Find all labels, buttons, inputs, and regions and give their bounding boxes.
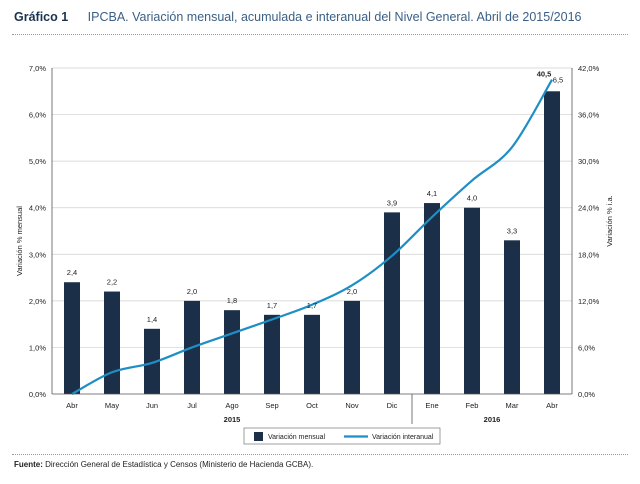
- y-tick-label: 5,0%: [29, 157, 46, 166]
- bar: [304, 314, 320, 394]
- line-end-label: 40,5: [537, 70, 552, 79]
- y2-tick-label: 0,0%: [578, 390, 595, 399]
- x-tick-label: Abr: [66, 401, 78, 410]
- bar: [464, 207, 480, 394]
- bar-value-label: 2,0: [347, 287, 357, 296]
- y-tick-label: 6,0%: [29, 111, 46, 120]
- y2-axis-title: Variación % i.a.: [605, 195, 614, 247]
- y2-tick-label: 6,0%: [578, 343, 595, 352]
- y-axis-title: Variación % mensual: [15, 206, 24, 276]
- y2-tick-label: 12,0%: [578, 297, 600, 306]
- year-group-label: 2016: [484, 415, 501, 424]
- chart-header: Gráfico 1 IPCBA. Variación mensual, acum…: [14, 10, 581, 24]
- y-tick-label: 1,0%: [29, 343, 46, 352]
- legend-label: Variación interanual: [372, 434, 434, 441]
- bar-value-label: 1,7: [307, 301, 317, 310]
- line-series: [71, 79, 553, 395]
- chart-title: IPCBA. Variación mensual, acumulada e in…: [87, 10, 582, 24]
- bar: [264, 314, 280, 394]
- legend: Variación mensual Variación interanual: [243, 427, 441, 445]
- x-tick-label: Mar: [506, 401, 519, 410]
- interannual-line: [71, 79, 553, 395]
- bar-value-label: 1,7: [267, 301, 277, 310]
- bar: [224, 310, 240, 394]
- bar: [144, 328, 160, 394]
- source-label: Fuente:: [14, 460, 43, 469]
- x-tick-label: Feb: [466, 401, 479, 410]
- y2-tick-label: 24,0%: [578, 204, 600, 213]
- bar-value-label: 3,3: [507, 226, 517, 235]
- bar: [504, 240, 520, 394]
- bar-value-label: 4,1: [427, 189, 437, 198]
- y2-tick-label: 30,0%: [578, 157, 600, 166]
- bar: [544, 91, 560, 395]
- bar-value-label: 4,0: [467, 194, 477, 203]
- bar-value-label: 1,4: [147, 315, 157, 324]
- y-tick-label: 7,0%: [29, 64, 46, 73]
- source-note: Fuente: Dirección General de Estadística…: [14, 460, 313, 469]
- x-tick-label: May: [105, 401, 119, 410]
- bar-value-label: 2,0: [187, 287, 197, 296]
- y2-tick-label: 42,0%: [578, 64, 600, 73]
- bar: [104, 291, 120, 394]
- y2-tick-label: 36,0%: [578, 111, 600, 120]
- y-tick-label: 4,0%: [29, 204, 46, 213]
- figure-number: Gráfico 1: [14, 10, 69, 24]
- x-tick-label: Sep: [265, 401, 278, 410]
- bar-value-label: 2,4: [67, 268, 77, 277]
- x-tick-label: Jul: [187, 401, 197, 410]
- bar-value-label: 1,8: [227, 296, 237, 305]
- chart-canvas: 0,0% 1,0% 2,0% 3,0% 4,0% 5,0% 6,0% 7,0% 0,0% 6,0%…: [15, 64, 614, 445]
- legend-box: [243, 427, 441, 445]
- source-text: Dirección General de Estadística y Censo…: [45, 460, 314, 469]
- bar-value-label: 6,5: [553, 75, 563, 84]
- bottom-divider: [12, 454, 628, 455]
- data-labels: 2,4 2,2 1,4 2,0 1,8 1,7 1,7 2,0 3,9 4,1 4,0 3,3 6,54…: [67, 70, 563, 324]
- bar: [64, 282, 80, 394]
- y-tick-label: 0,0%: [29, 390, 46, 399]
- bar: [384, 212, 400, 394]
- bar: [344, 300, 360, 394]
- x-tick-label: Jun: [146, 401, 158, 410]
- x-tick-label: Ene: [425, 401, 438, 410]
- x-tick-label: Nov: [345, 401, 359, 410]
- x-tick-label: Ago: [225, 401, 238, 410]
- y-tick-label: 2,0%: [29, 297, 46, 306]
- bar-series: [64, 91, 560, 395]
- bar-value-label: 2,2: [107, 278, 117, 287]
- x-tick-label: Dic: [387, 401, 398, 410]
- legend-bar-swatch: [254, 432, 263, 441]
- x-tick-label: Oct: [306, 401, 319, 410]
- y2-tick-label: 18,0%: [578, 250, 600, 259]
- axes: 0,0% 1,0% 2,0% 3,0% 4,0% 5,0% 6,0% 7,0% 0,0% 6,0%…: [15, 64, 614, 424]
- x-tick-label: Abr: [546, 401, 558, 410]
- y-tick-label: 3,0%: [29, 250, 46, 259]
- legend-label: Variación mensual: [268, 434, 326, 441]
- year-group-label: 2015: [224, 415, 241, 424]
- top-divider: [12, 34, 628, 35]
- bar-value-label: 3,9: [387, 198, 397, 207]
- bar: [424, 203, 440, 394]
